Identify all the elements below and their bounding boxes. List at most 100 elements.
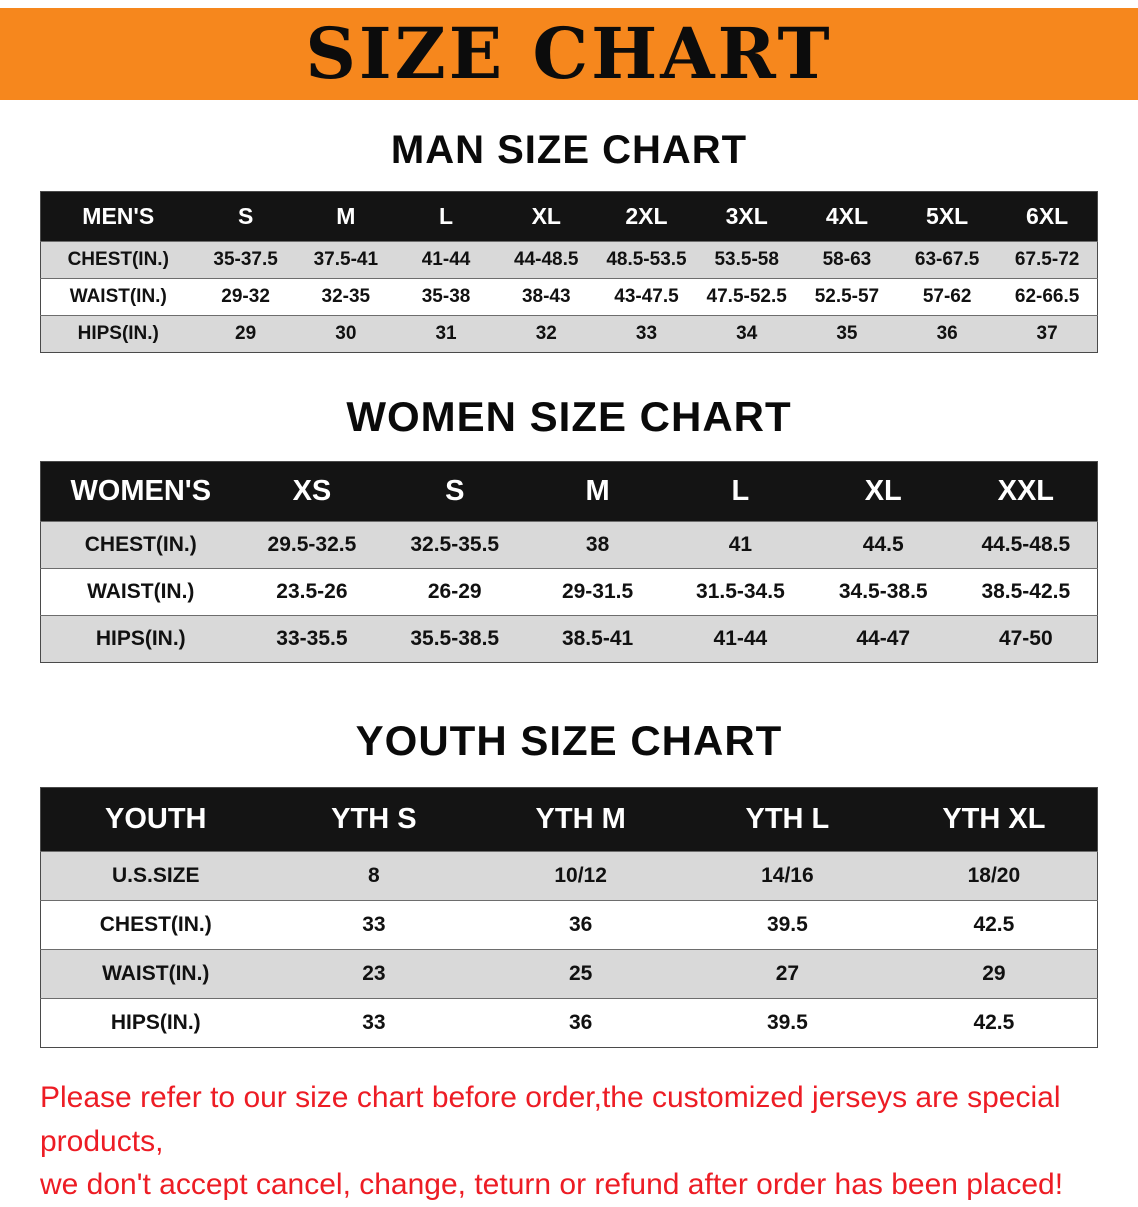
size-value: 8 <box>270 851 478 901</box>
row-label: HIPS(IN.) <box>40 315 196 353</box>
size-column-header: YTH M <box>477 787 684 852</box>
youth-size-section: YOUTH SIZE CHART YOUTH YTH S YTH M YTH L YTH… <box>0 717 1138 1048</box>
size-column-header: XL <box>496 191 597 242</box>
size-value: 63-67.5 <box>897 241 998 279</box>
table-header-row: MEN'S S M L XL 2XL 3XL 4XL 5XL 6XL <box>40 191 1098 242</box>
table-title-cell: YOUTH <box>40 787 271 852</box>
size-value: 52.5-57 <box>796 278 898 316</box>
size-value: 36 <box>897 315 998 353</box>
row-label: HIPS(IN.) <box>40 615 241 663</box>
size-value: 44.5-48.5 <box>954 521 1098 569</box>
size-column-header: S <box>383 461 527 522</box>
size-column-header: S <box>195 191 296 242</box>
size-column-header: 2XL <box>596 191 697 242</box>
size-value: 41 <box>668 521 812 569</box>
size-column-header: 4XL <box>796 191 898 242</box>
row-label: HIPS(IN.) <box>40 998 271 1048</box>
size-value: 35.5-38.5 <box>383 615 527 663</box>
size-value: 29 <box>890 949 1098 999</box>
size-value: 32-35 <box>295 278 396 316</box>
row-label: U.S.SIZE <box>40 851 271 901</box>
size-value: 35-37.5 <box>195 241 296 279</box>
size-column-header: 5XL <box>897 191 998 242</box>
size-value: 41-44 <box>395 241 497 279</box>
table-row: CHEST(IN.) 35-37.5 37.5-41 41-44 44-48.5 48.5… <box>40 241 1098 279</box>
size-value: 35 <box>796 315 898 353</box>
size-value: 32 <box>496 315 597 353</box>
women-section-heading: WOMEN SIZE CHART <box>346 393 792 440</box>
size-value: 33-35.5 <box>240 615 384 663</box>
size-value: 38.5-42.5 <box>954 568 1098 616</box>
size-value: 48.5-53.5 <box>596 241 697 279</box>
size-column-header: M <box>526 461 669 522</box>
size-value: 27 <box>684 949 891 999</box>
disclaimer-text: Please refer to our size chart before or… <box>40 1076 1098 1207</box>
row-label: CHEST(IN.) <box>40 900 271 950</box>
size-value: 31.5-34.5 <box>668 568 812 616</box>
men-section-heading: MAN SIZE CHART <box>390 128 748 172</box>
women-size-section: WOMEN SIZE CHART WOMEN'S XS S M L XL XXL CHEST(… <box>0 393 1138 663</box>
size-column-header: L <box>395 191 497 242</box>
size-value: 42.5 <box>890 998 1098 1048</box>
table-header-row: YOUTH YTH S YTH M YTH L YTH XL <box>40 787 1098 852</box>
row-label: CHEST(IN.) <box>40 521 241 569</box>
size-value: 58-63 <box>796 241 898 279</box>
size-value: 57-62 <box>897 278 998 316</box>
size-value: 67.5-72 <box>997 241 1098 279</box>
table-row: HIPS(IN.) 33-35.5 35.5-38.5 38.5-41 41-44 44-… <box>40 615 1098 663</box>
size-value: 36 <box>477 900 684 950</box>
table-row: HIPS(IN.) 29 30 31 32 33 34 35 36 37 <box>40 315 1098 353</box>
size-value: 47.5-52.5 <box>696 278 797 316</box>
size-value: 18/20 <box>890 851 1098 901</box>
size-value: 38-43 <box>496 278 597 316</box>
size-value: 44-47 <box>811 615 955 663</box>
size-chart-page: SIZE CHART MAN SIZE CHART MEN'S S M L XL 2XL 3… <box>0 8 1138 1207</box>
table-row: U.S.SIZE 8 10/12 14/16 18/20 <box>40 851 1098 901</box>
row-label: WAIST(IN.) <box>40 278 196 316</box>
women-size-table: WOMEN'S XS S M L XL XXL CHEST(IN.) 29.5-32.5 32.5… <box>40 461 1098 663</box>
table-title-cell: WOMEN'S <box>40 461 241 522</box>
size-value: 25 <box>477 949 684 999</box>
size-value: 34 <box>696 315 797 353</box>
size-value: 29-32 <box>195 278 296 316</box>
size-value: 29 <box>195 315 296 353</box>
size-value: 41-44 <box>668 615 812 663</box>
table-row: CHEST(IN.) 29.5-32.5 32.5-35.5 38 41 44.5 44.5… <box>40 521 1098 569</box>
size-value: 35-38 <box>395 278 497 316</box>
size-value: 10/12 <box>477 851 684 901</box>
row-label: WAIST(IN.) <box>40 568 241 616</box>
size-column-header: 3XL <box>696 191 797 242</box>
youth-size-table: YOUTH YTH S YTH M YTH L YTH XL U.S.SIZE 8 10/12… <box>40 787 1098 1048</box>
size-value: 37 <box>997 315 1098 353</box>
size-value: 33 <box>596 315 697 353</box>
table-header-row: WOMEN'S XS S M L XL XXL <box>40 461 1098 522</box>
size-column-header: YTH S <box>270 787 478 852</box>
size-value: 47-50 <box>954 615 1098 663</box>
size-column-header: YTH L <box>684 787 891 852</box>
size-value: 36 <box>477 998 684 1048</box>
size-value: 42.5 <box>890 900 1098 950</box>
table-row: HIPS(IN.) 33 36 39.5 42.5 <box>40 998 1098 1048</box>
size-column-header: XL <box>811 461 955 522</box>
size-value: 62-66.5 <box>997 278 1098 316</box>
size-value: 29-31.5 <box>526 568 669 616</box>
size-column-header: YTH XL <box>890 787 1098 852</box>
size-column-header: M <box>295 191 396 242</box>
size-value: 38.5-41 <box>526 615 669 663</box>
size-value: 38 <box>526 521 669 569</box>
size-value: 31 <box>395 315 497 353</box>
size-value: 30 <box>295 315 396 353</box>
youth-section-heading: YOUTH SIZE CHART <box>355 717 783 764</box>
size-value: 26-29 <box>383 568 527 616</box>
men-size-section: MAN SIZE CHART MEN'S S M L XL 2XL 3XL 4XL 5XL 6XL… <box>0 128 1138 353</box>
size-value: 33 <box>270 900 478 950</box>
size-value: 39.5 <box>684 900 891 950</box>
size-chart-banner: SIZE CHART <box>0 8 1138 100</box>
page-title: SIZE CHART <box>305 12 833 95</box>
size-column-header: L <box>668 461 812 522</box>
size-column-header: XXL <box>954 461 1098 522</box>
size-value: 43-47.5 <box>596 278 697 316</box>
size-value: 39.5 <box>684 998 891 1048</box>
size-value: 14/16 <box>684 851 891 901</box>
men-size-table: MEN'S S M L XL 2XL 3XL 4XL 5XL 6XL CHEST(IN.) 35-37… <box>40 191 1098 353</box>
